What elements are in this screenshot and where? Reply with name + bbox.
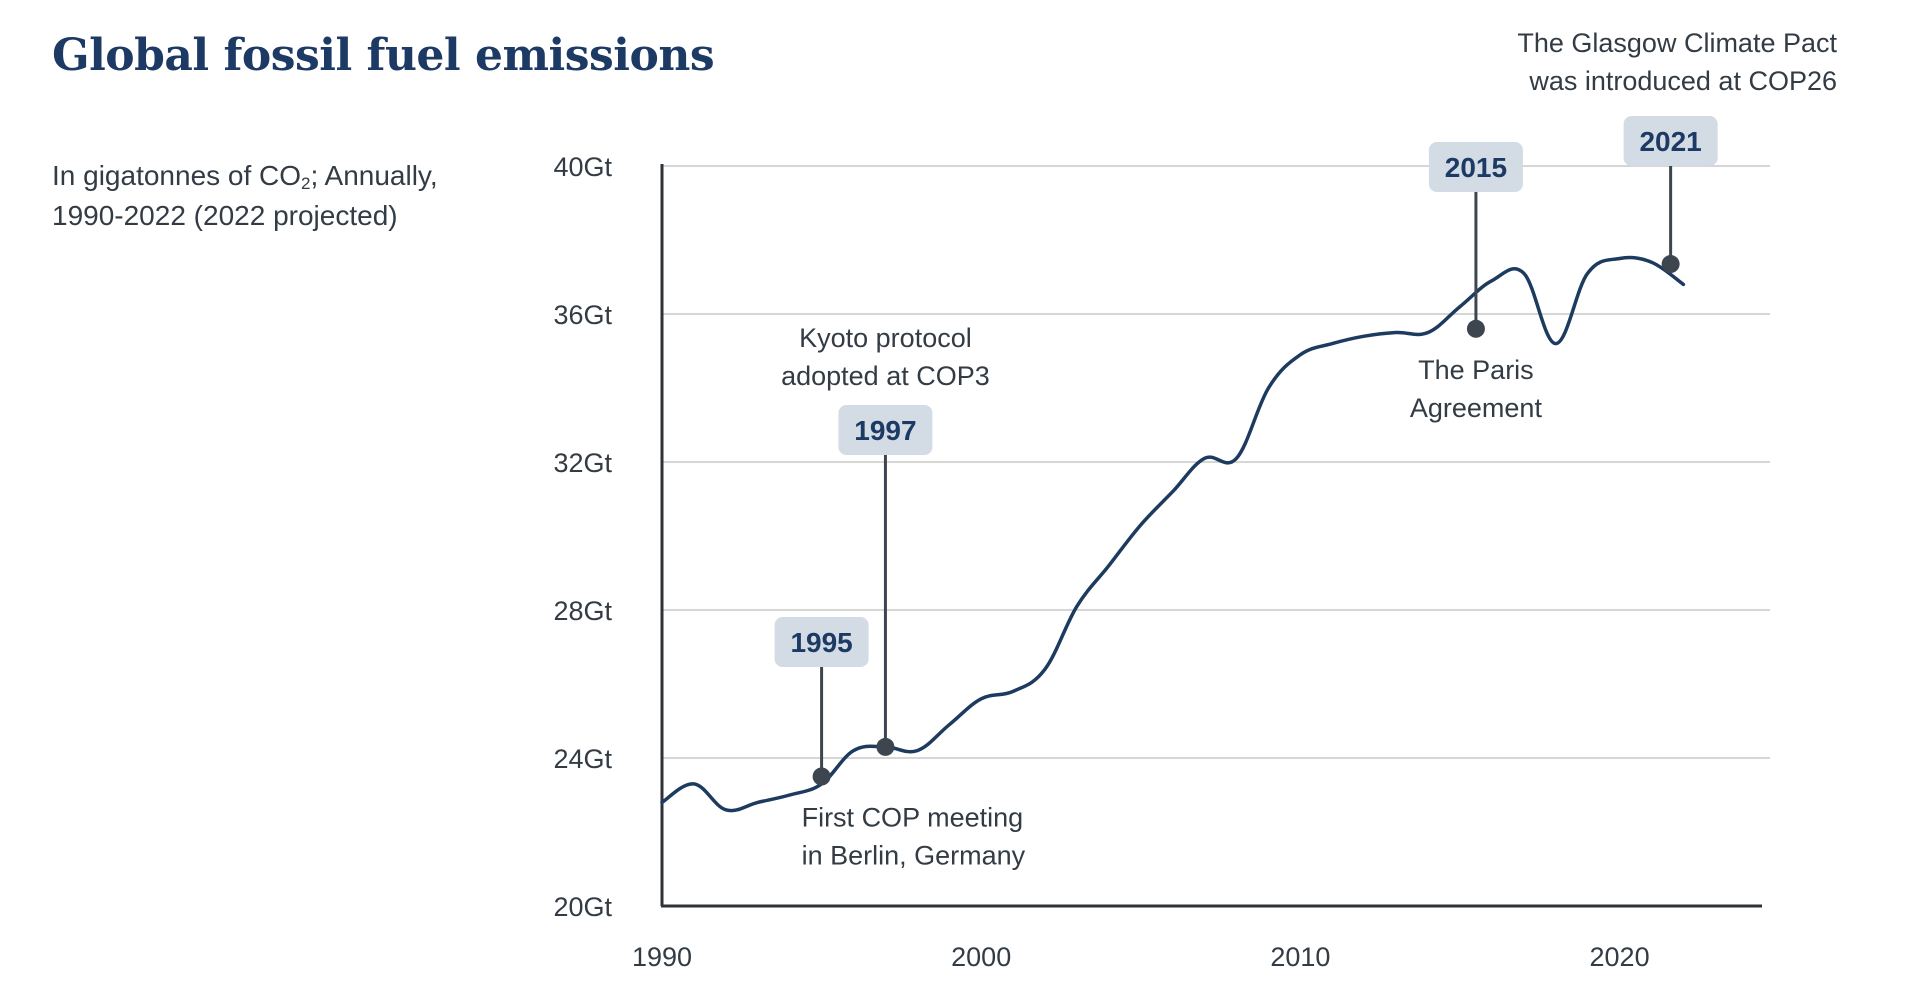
event-note: Agreement: [1410, 393, 1543, 423]
event-badge-label: 2015: [1445, 152, 1507, 183]
x-tick-label: 2010: [1270, 942, 1330, 972]
event-marker: [876, 738, 894, 756]
y-tick-label: 28Gt: [553, 596, 612, 626]
event-2015: 2015 The Paris Agreement: [1410, 142, 1543, 423]
event-note: The Glasgow Climate Pact: [1517, 28, 1837, 58]
event-note: Kyoto protocol: [799, 323, 972, 353]
x-tick-label: 1990: [632, 942, 692, 972]
event-badge-label: 2021: [1639, 126, 1701, 157]
event-note: adopted at COP3: [781, 361, 990, 391]
event-badge-label: 1997: [854, 415, 916, 446]
event-badge-label: 1995: [790, 627, 852, 658]
y-tick-label: 24Gt: [553, 744, 612, 774]
emissions-line-chart: 20Gt 24Gt 28Gt 32Gt 36Gt 40Gt 1990 2000 2010 2020…: [0, 0, 1920, 1001]
event-marker: [1467, 320, 1485, 338]
event-1995: 1995 First COP meeting in Berlin, Germany: [775, 617, 1026, 871]
event-marker: [1662, 255, 1680, 273]
event-2021: 2021 The Glasgow Climate Pact was introduc…: [1517, 28, 1837, 273]
event-note: was introduced at COP26: [1528, 66, 1837, 96]
y-tick-label: 20Gt: [553, 892, 612, 922]
gridlines: [662, 166, 1770, 758]
x-tick-label: 2020: [1590, 942, 1650, 972]
tick-labels: 20Gt 24Gt 28Gt 32Gt 36Gt 40Gt 1990 2000 2010 2020: [553, 152, 1649, 972]
y-tick-label: 36Gt: [553, 300, 612, 330]
x-tick-label: 2000: [951, 942, 1011, 972]
event-note: in Berlin, Germany: [802, 841, 1026, 871]
axes: [661, 164, 1762, 906]
y-tick-label: 40Gt: [553, 152, 612, 182]
event-note: First COP meeting: [802, 803, 1024, 833]
event-marker: [813, 768, 831, 786]
event-1997: 1997 Kyoto protocol adopted at COP3: [781, 323, 990, 756]
y-tick-label: 32Gt: [553, 448, 612, 478]
event-note: The Paris: [1418, 355, 1534, 385]
